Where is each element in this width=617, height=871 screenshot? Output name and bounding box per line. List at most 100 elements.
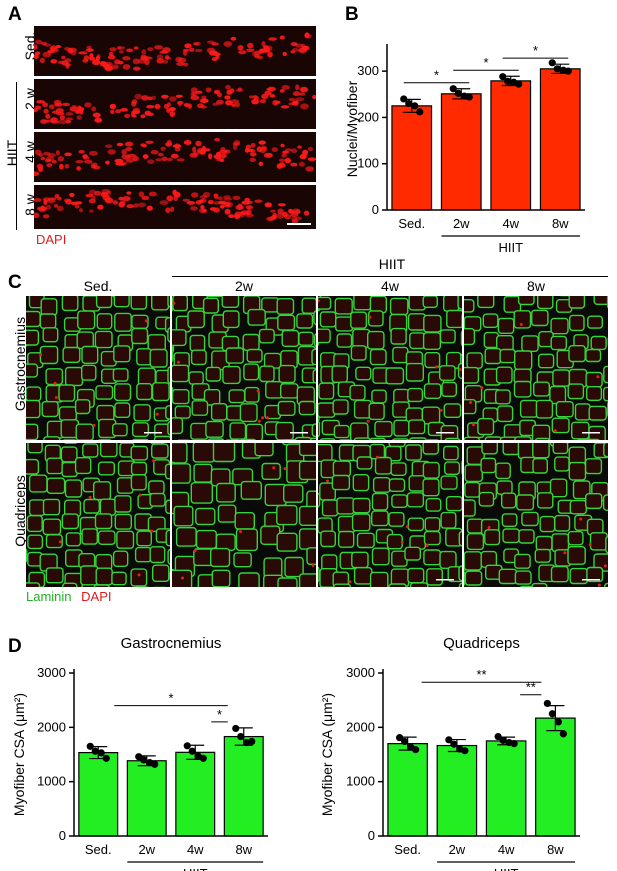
nucleus (66, 199, 72, 203)
nucleus (150, 150, 159, 155)
myofiber-outline (588, 405, 607, 421)
nucleus (247, 200, 253, 204)
dapi-dot (563, 551, 567, 555)
myofiber-outline (298, 331, 314, 346)
nucleus (219, 158, 225, 162)
x-tick-label: Sed. (398, 216, 425, 231)
nucleus (207, 40, 215, 44)
myofiber-outline (584, 458, 603, 475)
nucleus (64, 163, 70, 169)
myofiber-outline (172, 345, 174, 363)
nucleus (62, 102, 70, 107)
myofiber-outline (443, 403, 462, 419)
data-point (232, 724, 240, 733)
laminin-texture (318, 296, 462, 440)
nucleus (65, 120, 72, 124)
myofiber-outline (114, 312, 132, 332)
nucleus (216, 151, 222, 157)
dapi-dot (405, 525, 409, 529)
myofiber-outline (423, 314, 442, 333)
myofiber-outline (62, 346, 81, 364)
myofiber-outline (61, 513, 79, 530)
nucleus (53, 204, 59, 208)
myofiber-outline (42, 498, 61, 516)
nucleus (115, 109, 121, 114)
laminin-texture (26, 296, 170, 440)
nucleus (131, 99, 138, 105)
nucleus (258, 140, 266, 145)
nucleus (186, 201, 195, 205)
nucleus (94, 190, 102, 196)
myofiber-outline (313, 310, 316, 326)
myofiber-outline (423, 549, 442, 566)
myofiber-outline (172, 417, 184, 435)
myofiber-outline (276, 504, 298, 526)
myofiber-outline (149, 492, 166, 507)
myofiber-outline (422, 478, 440, 497)
myofiber-outline (81, 364, 97, 381)
nucleus (94, 117, 103, 123)
nucleus (207, 199, 214, 205)
nucleus (161, 94, 169, 99)
nucleus (34, 44, 38, 50)
myofiber-outline (585, 371, 603, 388)
dapi-dot (176, 360, 180, 364)
nucleus (183, 140, 192, 145)
nucleus (213, 91, 220, 94)
myofiber-outline (338, 530, 355, 548)
nucleus (36, 163, 44, 169)
myofiber-outline (441, 381, 458, 398)
myofiber-outline (350, 345, 367, 361)
myofiber-outline (136, 382, 153, 401)
nucleus (201, 145, 206, 152)
laminin-image (172, 296, 316, 440)
myofiber-outline (294, 436, 312, 440)
nucleus (195, 140, 202, 147)
group-label: HIIT (494, 866, 519, 871)
myofiber-outline (64, 479, 83, 498)
nucleus (125, 157, 135, 163)
myofiber-outline (95, 296, 113, 309)
nucleus (190, 91, 195, 98)
dapi-dot (53, 381, 57, 385)
nucleus (176, 158, 185, 162)
nucleus (270, 209, 276, 213)
dapi-image-2w (34, 79, 316, 129)
nucleus (270, 215, 277, 220)
nucleus (143, 154, 149, 159)
myofiber-outline (385, 367, 405, 385)
data-point (504, 77, 512, 85)
myofiber-outline (372, 477, 391, 493)
nucleus (145, 140, 154, 144)
myofiber-outline (130, 445, 149, 461)
significance-marker: * (168, 691, 173, 706)
myofiber-outline (211, 569, 231, 587)
myofiber-outline (497, 317, 515, 334)
myofiber-outline (26, 458, 40, 475)
myofiber-outline (332, 460, 351, 478)
dapi-dot (487, 526, 491, 529)
nucleus (293, 100, 299, 107)
dapi-dot (469, 401, 473, 404)
nucleus (166, 108, 171, 113)
myofiber-outline (276, 532, 298, 552)
dapi-dot (519, 323, 523, 326)
laminin-texture (172, 443, 316, 587)
nucleus (59, 115, 65, 120)
myofiber-outline (408, 419, 426, 435)
myofiber-outline (405, 444, 422, 461)
myofiber-outline (298, 573, 316, 587)
myofiber-outline (277, 314, 296, 331)
myofiber-outline (281, 329, 300, 347)
myofiber-outline (134, 546, 152, 563)
myofiber-outline (164, 463, 170, 480)
nucleus (107, 149, 116, 155)
myofiber-outline (116, 530, 135, 549)
nucleus (312, 94, 316, 100)
nucleus (119, 161, 128, 166)
myofiber-outline (367, 330, 385, 350)
myofiber-outline (116, 477, 134, 494)
myofiber-outline (318, 420, 321, 438)
myofiber-outline (136, 348, 153, 366)
myofiber-outline (205, 366, 222, 382)
